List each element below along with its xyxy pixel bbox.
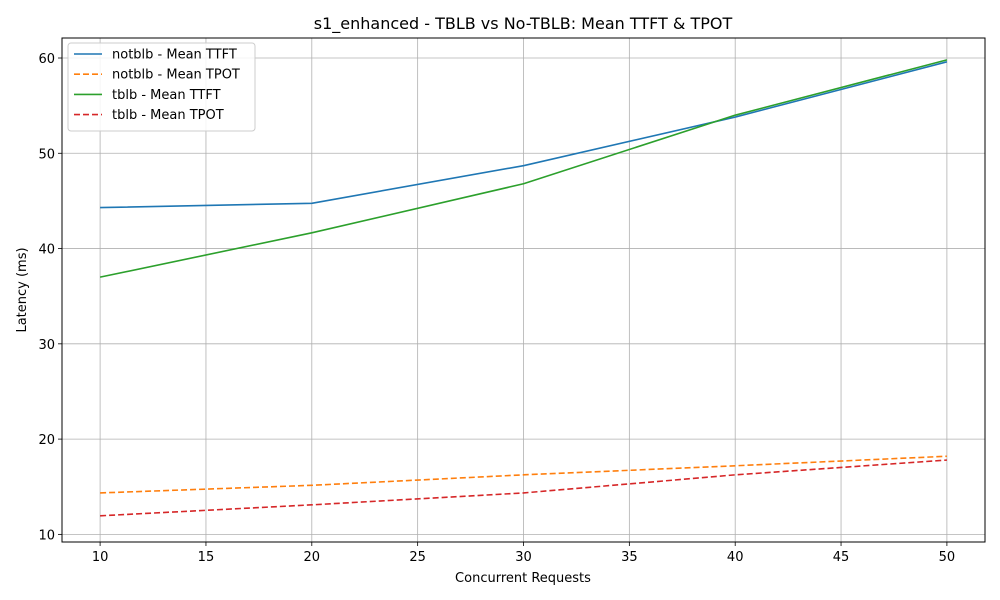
legend-label: notblb - Mean TTFT <box>112 48 237 63</box>
gridlines <box>62 38 985 542</box>
y-tick-label: 10 <box>38 528 55 543</box>
x-tick-label: 15 <box>198 550 215 565</box>
series-line-0 <box>100 61 948 209</box>
y-axis-label: Latency (ms) <box>15 247 30 332</box>
y-tick-label: 30 <box>38 338 55 353</box>
legend-box <box>67 42 256 132</box>
y-tick-label: 50 <box>38 147 55 162</box>
x-tick-label: 20 <box>304 550 321 565</box>
y-axis-ticks: 10 20 30 40 50 60 <box>38 52 62 543</box>
series-line-3 <box>100 459 947 517</box>
x-tick-label: 10 <box>92 550 109 565</box>
x-axis-ticks: 10 15 20 25 30 35 40 45 50 <box>92 542 955 565</box>
x-tick-label: 25 <box>409 550 426 565</box>
y-tick-label: 20 <box>38 433 55 448</box>
x-tick-label: 35 <box>621 550 638 565</box>
series-line-2 <box>99 59 948 278</box>
legend-label: tblb - Mean TTFT <box>112 88 221 103</box>
legend: notblb - Mean TTFT notblb - Mean TPOT tblb… <box>67 42 256 132</box>
x-axis-label: Concurrent Requests <box>455 571 591 586</box>
y-tick-label: 60 <box>38 52 55 67</box>
series-line-1 <box>100 455 947 494</box>
x-tick-label: 40 <box>727 550 744 565</box>
y-tick-label: 40 <box>38 243 55 258</box>
series-lines <box>99 59 948 517</box>
x-tick-label: 45 <box>833 550 850 565</box>
x-tick-label: 30 <box>515 550 532 565</box>
chart-title: s1_enhanced - TBLB vs No-TBLB: Mean TTFT… <box>314 14 733 34</box>
x-tick-label: 50 <box>939 550 956 565</box>
legend-label: notblb - Mean TPOT <box>112 68 240 83</box>
legend-label: tblb - Mean TPOT <box>112 108 224 123</box>
